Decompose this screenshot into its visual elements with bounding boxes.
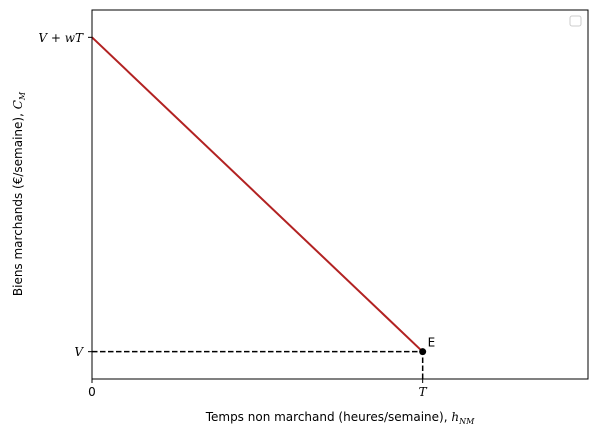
reference-lines: [92, 350, 424, 379]
point-label-E: E: [428, 336, 436, 350]
x-axis-label-var: h: [451, 410, 459, 424]
legend-box: [569, 15, 582, 27]
series-line-0: [91, 36, 424, 353]
x-tick-label-1: T: [419, 385, 428, 399]
y-axis-label-text: Biens marchands (€/semaine),: [11, 109, 25, 296]
point-marker-E: [419, 348, 427, 356]
y-tick-label-0: V: [74, 345, 84, 359]
y-axis-label-sub: M: [18, 91, 27, 101]
series-lines: [91, 36, 424, 353]
x-axis-label: Temps non marchand (heures/semaine), hNM: [205, 410, 475, 426]
plot-frame: [91, 9, 589, 380]
x-tick-label-0: 0: [88, 385, 96, 399]
x-axis-label-sub: NM: [458, 417, 475, 426]
y-tick-label-1: V + wT: [38, 31, 84, 45]
y-axis-label-var: C: [11, 100, 25, 109]
annotations: E: [419, 336, 435, 356]
y-axis-label: Biens marchands (€/semaine), CM: [11, 91, 27, 296]
plot-area: [92, 10, 588, 379]
x-axis-label-text: Temps non marchand (heures/semaine),: [205, 410, 452, 424]
y-axis-ticks: V V + wT: [38, 31, 92, 359]
